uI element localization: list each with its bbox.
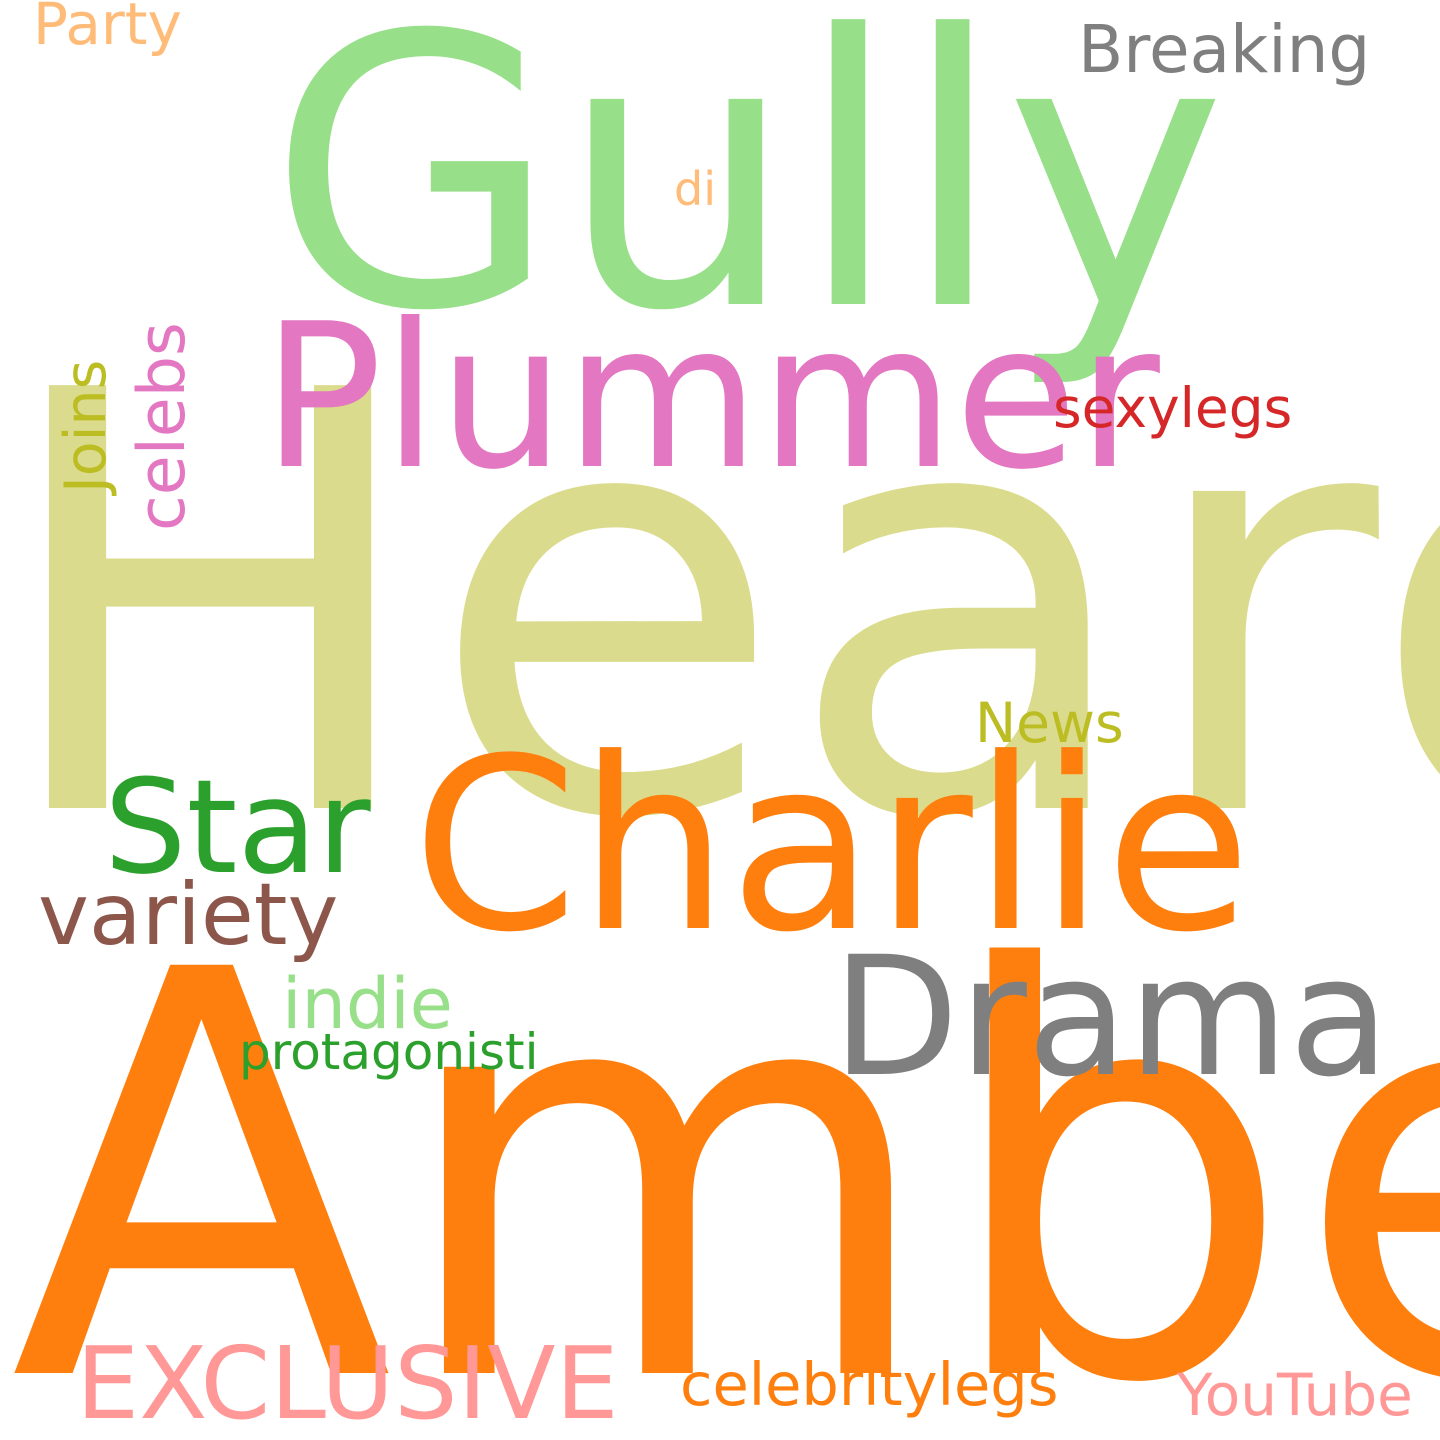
word-joins: Joins (53, 359, 119, 493)
word-youtube: YouTube (1177, 1361, 1413, 1429)
word-protagonisti: protagonisti (239, 1023, 539, 1081)
word-exclusive: EXCLUSIVE (76, 1325, 619, 1440)
word-charlie: Charlie (412, 708, 1252, 985)
word-gully: Gully (268, 0, 1227, 393)
word-star: Star (104, 751, 371, 903)
word-amber: Amber (10, 854, 1440, 1440)
word-indie: indie (282, 963, 453, 1045)
word-plummer: Plummer (262, 281, 1160, 514)
word-news: News (975, 691, 1124, 755)
word-celebs: celebs (125, 322, 200, 531)
word-party: Party (33, 0, 182, 58)
word-breaking: Breaking (1078, 11, 1371, 88)
word-di: di (674, 162, 716, 216)
word-sexylegs: sexylegs (1053, 376, 1293, 440)
word-drama: Drama (832, 921, 1390, 1113)
word-variety: variety (38, 865, 339, 965)
word-celebritylegs: celebritylegs (680, 1350, 1059, 1419)
word-heard: Heard (0, 270, 1440, 945)
